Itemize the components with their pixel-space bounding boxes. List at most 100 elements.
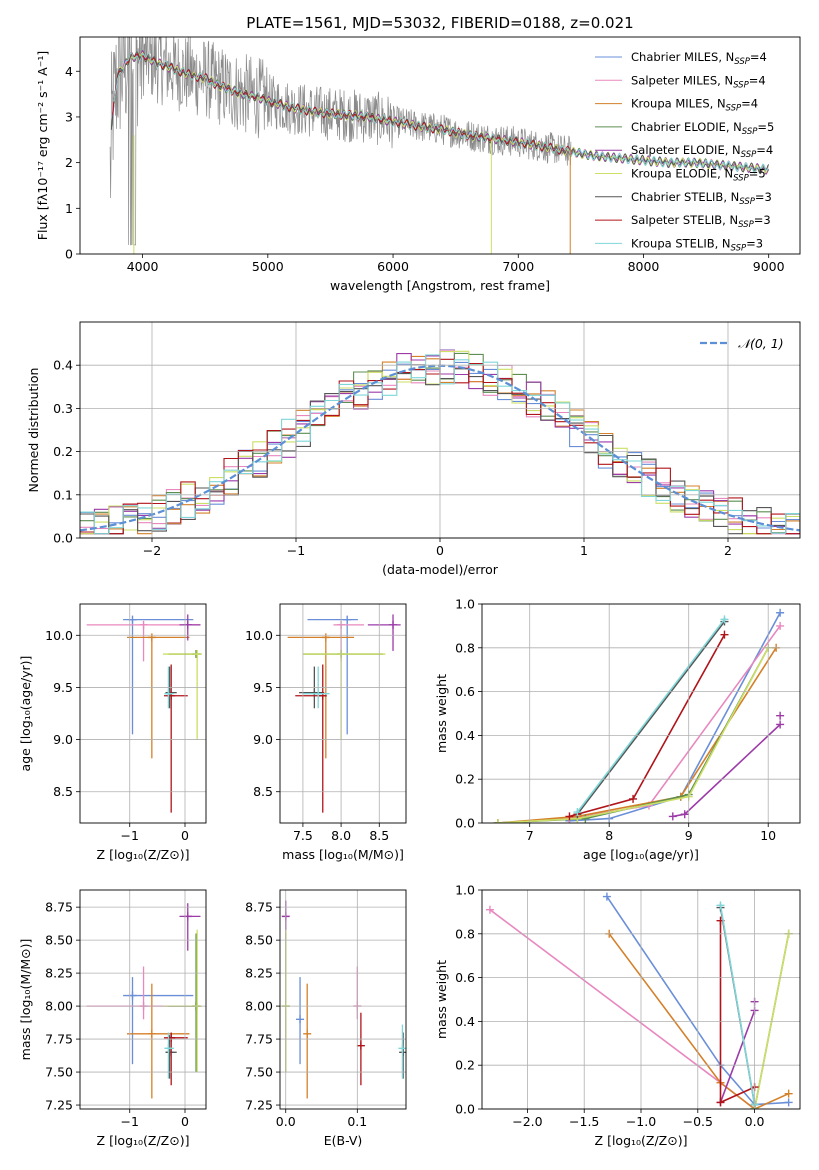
- data-point: [147, 1029, 156, 1038]
- series-point: [776, 621, 785, 630]
- x-tick-label: −2: [143, 543, 161, 558]
- chart-age-Z: −1 0 8.5 9.0 9.5 10.0 Z [log₁₀(Z/Z⊙)] age [log₁…: [18, 603, 207, 862]
- y-tick-label: 8.50: [45, 933, 73, 948]
- hist-6: [80, 364, 800, 535]
- plot-area-weight-Z: [485, 892, 793, 1109]
- series-point: [485, 905, 494, 914]
- legend-entry: Salpeter MILES, NSSP=4: [631, 73, 766, 90]
- x-axis-label: E(B-V): [324, 1133, 363, 1148]
- data-point: [164, 1044, 173, 1053]
- series-point: [784, 1089, 793, 1098]
- legend-entry: Kroupa ELODIE, NSSP=5: [631, 167, 766, 184]
- x-tick-label: 0.1: [347, 1114, 367, 1129]
- legend-entry: Salpeter STELIB, NSSP=3: [631, 213, 771, 230]
- y-tick-label: 0: [65, 247, 73, 262]
- x-tick-label: 0.0: [745, 1114, 765, 1129]
- y-tick-label: 3: [65, 109, 73, 124]
- y-tick-label: 8.25: [45, 966, 73, 981]
- x-tick-label: 6000: [377, 259, 409, 274]
- x-tick-label: 8000: [628, 259, 660, 274]
- y-tick-label: 0.3: [53, 401, 73, 416]
- y-tick-label: 8.00: [245, 999, 273, 1014]
- series-line-0: [606, 896, 789, 1106]
- axes-frame: [279, 603, 407, 824]
- hist-8: [80, 354, 800, 535]
- x-tick-label: −1.5: [569, 1114, 599, 1129]
- hist-7: [80, 358, 800, 535]
- series-point: [629, 794, 638, 803]
- y-tick-label: 0.2: [455, 1058, 475, 1073]
- series-point: [565, 812, 574, 821]
- series-point: [784, 1098, 793, 1107]
- y-tick-label: 8.00: [45, 999, 73, 1014]
- x-tick-label: 7000: [502, 259, 534, 274]
- x-tick-label: 5000: [252, 259, 284, 274]
- y-tick-label: 1: [65, 201, 73, 216]
- chart-spectrum: 4000 5000 6000 7000 8000 9000 0 1 2 3 4 wavelength …: [35, 36, 801, 293]
- legend-entry: Chabrier STELIB, NSSP=3: [631, 190, 772, 207]
- x-axis-label: Z [log₁₀(Z/Z⊙)]: [97, 847, 190, 862]
- y-tick-label: 8.50: [245, 933, 273, 948]
- y-tick-label: 9.0: [53, 732, 73, 747]
- charts-layer: 4000 5000 6000 7000 8000 900001234wavelength …: [18, 36, 801, 1148]
- y-tick-label: 0.8: [455, 640, 475, 655]
- legend-entry: Chabrier ELODIE, NSSP=5: [631, 120, 774, 137]
- legend-entry: 𝒩(0, 1): [738, 336, 784, 351]
- series-point: [680, 810, 689, 819]
- y-tick-label: 8.5: [253, 784, 273, 799]
- x-axis-label: wavelength [Angstrom, rest frame]: [330, 278, 550, 293]
- plot-area-age-mass: [287, 614, 401, 813]
- x-tick-label: −1.0: [626, 1114, 656, 1129]
- legend-entry: Chabrier MILES, NSSP=4: [631, 50, 767, 67]
- x-tick-label: 7.5: [293, 828, 313, 843]
- axes-frame: [279, 889, 407, 1110]
- y-tick-label: 10.0: [45, 628, 73, 643]
- series-line-1: [497, 625, 781, 823]
- chart-mass-Z: −1 0 7.25 7.50 7.75 8.00 8.25 8.50 8.75 Z [log₁₀(…: [18, 889, 207, 1148]
- plot-area-residuals: [80, 349, 800, 535]
- data-point: [165, 1048, 174, 1057]
- data-point: [303, 1029, 312, 1038]
- series-point: [776, 720, 785, 729]
- y-tick-label: 7.75: [45, 1032, 73, 1047]
- x-tick-label: 10: [760, 828, 776, 843]
- y-tick-label: 0.4: [455, 728, 475, 743]
- y-tick-label: 0.4: [455, 1014, 475, 1029]
- y-tick-label: 2: [65, 155, 73, 170]
- series-line-4: [719, 1010, 756, 1103]
- y-tick-label: 7.25: [245, 1098, 273, 1113]
- data-point: [296, 1015, 305, 1024]
- plot-area-weight-age: [493, 608, 785, 823]
- y-tick-label: 9.5: [53, 680, 73, 695]
- series-line-2: [608, 933, 789, 1109]
- x-tick-label: 8.0: [331, 828, 351, 843]
- y-axis-label: Flux [fλ10⁻¹⁷ erg cm⁻² s⁻¹ A⁻¹]: [35, 51, 50, 240]
- axes-frame: [79, 603, 207, 824]
- x-axis-label: Z [log₁₀(Z/Z⊙)]: [595, 1133, 688, 1148]
- data-point: [164, 689, 173, 698]
- x-tick-label: 0: [436, 543, 444, 558]
- series-point: [581, 814, 590, 823]
- y-tick-label: 0.2: [455, 772, 475, 787]
- data-point: [147, 633, 156, 642]
- data-point: [314, 689, 323, 698]
- axes-frame: [79, 321, 801, 539]
- y-axis-label: mass weight: [434, 960, 449, 1039]
- series-point: [716, 901, 725, 910]
- series-line-0: [569, 612, 781, 822]
- x-tick-label: 9000: [753, 259, 785, 274]
- series-point: [776, 711, 785, 720]
- x-tick-label: 7: [526, 828, 534, 843]
- x-tick-label: −1: [121, 828, 139, 843]
- x-tick-label: 0.0: [276, 1114, 296, 1129]
- plot-area-age-Z: [86, 614, 202, 813]
- y-tick-label: 4: [65, 64, 73, 79]
- y-tick-label: 1.0: [455, 597, 475, 612]
- y-tick-label: 7.25: [45, 1098, 73, 1113]
- y-tick-label: 8.75: [45, 900, 73, 915]
- y-tick-label: 0.0: [455, 816, 475, 831]
- data-point: [343, 615, 352, 624]
- y-tick-label: 7.50: [45, 1065, 73, 1080]
- y-tick-label: 7.50: [245, 1065, 273, 1080]
- series-line-8: [719, 905, 756, 1105]
